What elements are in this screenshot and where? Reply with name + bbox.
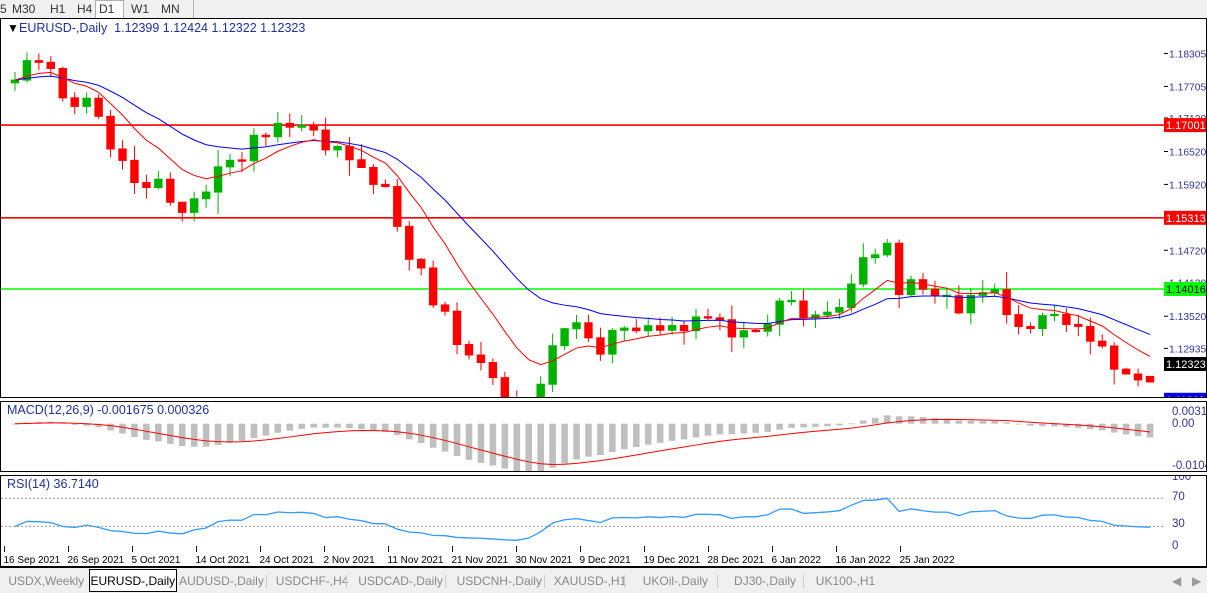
svg-text:1.17705: 1.17705 bbox=[1169, 82, 1206, 93]
svg-text:1.12935: 1.12935 bbox=[1169, 344, 1206, 355]
svg-text:1.15920: 1.15920 bbox=[1169, 180, 1206, 191]
svg-text:1.11999: 1.11999 bbox=[1166, 395, 1205, 398]
svg-text:1.15313: 1.15313 bbox=[1166, 213, 1206, 225]
svg-text:1.16520: 1.16520 bbox=[1169, 148, 1206, 159]
svg-text:1.18305: 1.18305 bbox=[1169, 50, 1206, 61]
svg-text:1.17001: 1.17001 bbox=[1166, 120, 1206, 132]
svg-text:1.14016: 1.14016 bbox=[1166, 284, 1206, 296]
svg-text:1.13520: 1.13520 bbox=[1169, 312, 1206, 323]
svg-text:1.14720: 1.14720 bbox=[1169, 246, 1206, 257]
svg-text:1.12323: 1.12323 bbox=[1166, 359, 1206, 371]
